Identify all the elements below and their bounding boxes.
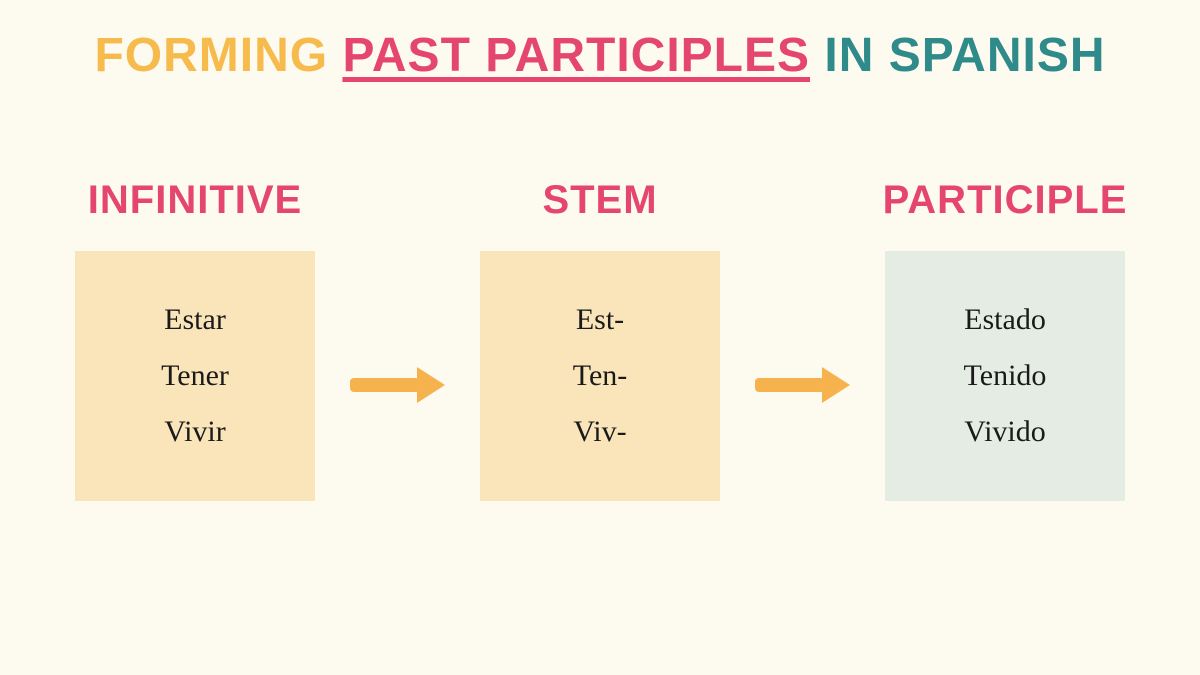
column-participle: PARTICIPLE Estado Tenido Vivido xyxy=(880,178,1130,501)
heading-stem: STEM xyxy=(542,178,657,223)
word: Viv- xyxy=(573,415,626,449)
word: Ten- xyxy=(573,359,628,393)
arrow-shaft xyxy=(350,378,420,392)
word: Tenido xyxy=(964,359,1047,393)
column-stem: STEM Est- Ten- Viv- xyxy=(475,178,725,501)
word: Estar xyxy=(164,303,226,337)
word: Tener xyxy=(161,359,229,393)
column-infinitive: INFINITIVE Estar Tener Vivir xyxy=(70,178,320,501)
box-participle: Estado Tenido Vivido xyxy=(885,251,1125,501)
title-part-3: IN SPANISH xyxy=(824,29,1105,82)
title-part-2: PAST PARTICIPLES xyxy=(342,29,810,82)
flow-row: INFINITIVE Estar Tener Vivir STEM Est- T… xyxy=(0,178,1200,501)
title-part-1: FORMING xyxy=(94,29,328,82)
page-title: FORMING PAST PARTICIPLES IN SPANISH xyxy=(0,0,1200,83)
arrow-head xyxy=(417,367,445,403)
arrow-head xyxy=(822,367,850,403)
heading-participle: PARTICIPLE xyxy=(883,178,1128,223)
box-infinitive: Estar Tener Vivir xyxy=(75,251,315,501)
word: Est- xyxy=(576,303,624,337)
arrow-icon xyxy=(350,367,445,403)
word: Estado xyxy=(964,303,1046,337)
box-stem: Est- Ten- Viv- xyxy=(480,251,720,501)
word: Vivido xyxy=(964,415,1046,449)
word: Vivir xyxy=(164,415,226,449)
heading-infinitive: INFINITIVE xyxy=(88,178,302,223)
arrow-shaft xyxy=(755,378,825,392)
arrow-icon xyxy=(755,367,850,403)
